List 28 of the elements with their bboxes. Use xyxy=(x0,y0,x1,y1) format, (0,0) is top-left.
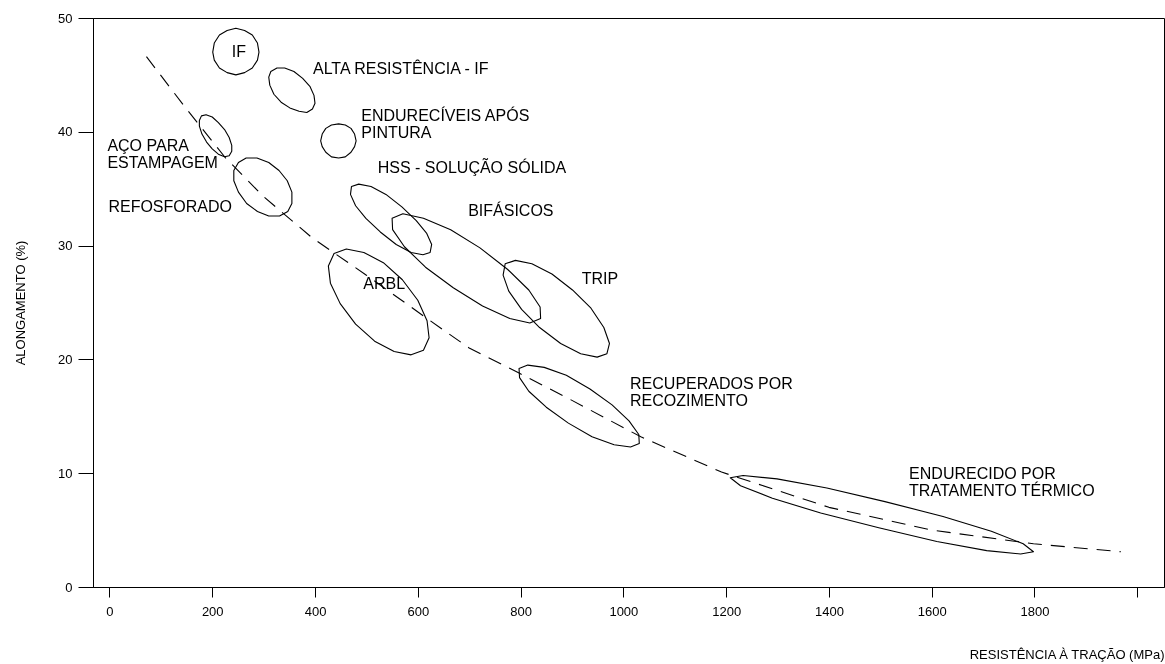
annotation: REFOSFORADO xyxy=(108,198,232,216)
y-tick-label: 10 xyxy=(58,465,73,481)
annotation: AÇO PARA ESTAMPAGEM xyxy=(107,136,218,171)
x-tick-label: 1400 xyxy=(814,603,844,619)
x-tick-label: 1200 xyxy=(712,603,742,619)
x-tick-label: 0 xyxy=(106,603,114,619)
y-tick-label: 30 xyxy=(58,238,73,254)
annotation: TRIP xyxy=(581,269,619,287)
y-tick-label: 50 xyxy=(58,10,73,26)
x-tick-label: 1000 xyxy=(609,603,639,619)
x-tick-label: 400 xyxy=(304,603,327,619)
y-tick-label: 20 xyxy=(58,351,73,367)
annotation: BIFÁSICOS xyxy=(468,201,554,220)
y-tick-label: 0 xyxy=(65,579,73,595)
x-tick-label: 200 xyxy=(201,603,224,619)
x-tick-label: 1600 xyxy=(917,603,947,619)
annotation: ENDURECÍVEIS APÓS PINTURA xyxy=(361,105,530,141)
x-axis-title: RESISTÊNCIA À TRAÇÃO (MPa) xyxy=(969,646,1165,662)
x-tick-label: 1800 xyxy=(1020,603,1050,619)
annotation: HSS - SOLUÇÃO SÓLIDA xyxy=(377,156,567,176)
annotation: RECUPERADOS POR RECOZIMENTO xyxy=(630,375,793,410)
y-axis-title: ALONGAMENTO (%) xyxy=(13,240,29,366)
x-tick-label: 600 xyxy=(407,603,430,619)
annotation: ENDURECIDO POR TRATAMENTO TÉRMICO xyxy=(909,464,1095,499)
y-tick-label: 40 xyxy=(58,124,73,140)
annotation: ALTA RESISTÊNCIA - IF xyxy=(312,59,489,78)
annotation: IF xyxy=(231,42,247,60)
x-tick-label: 800 xyxy=(510,603,532,619)
